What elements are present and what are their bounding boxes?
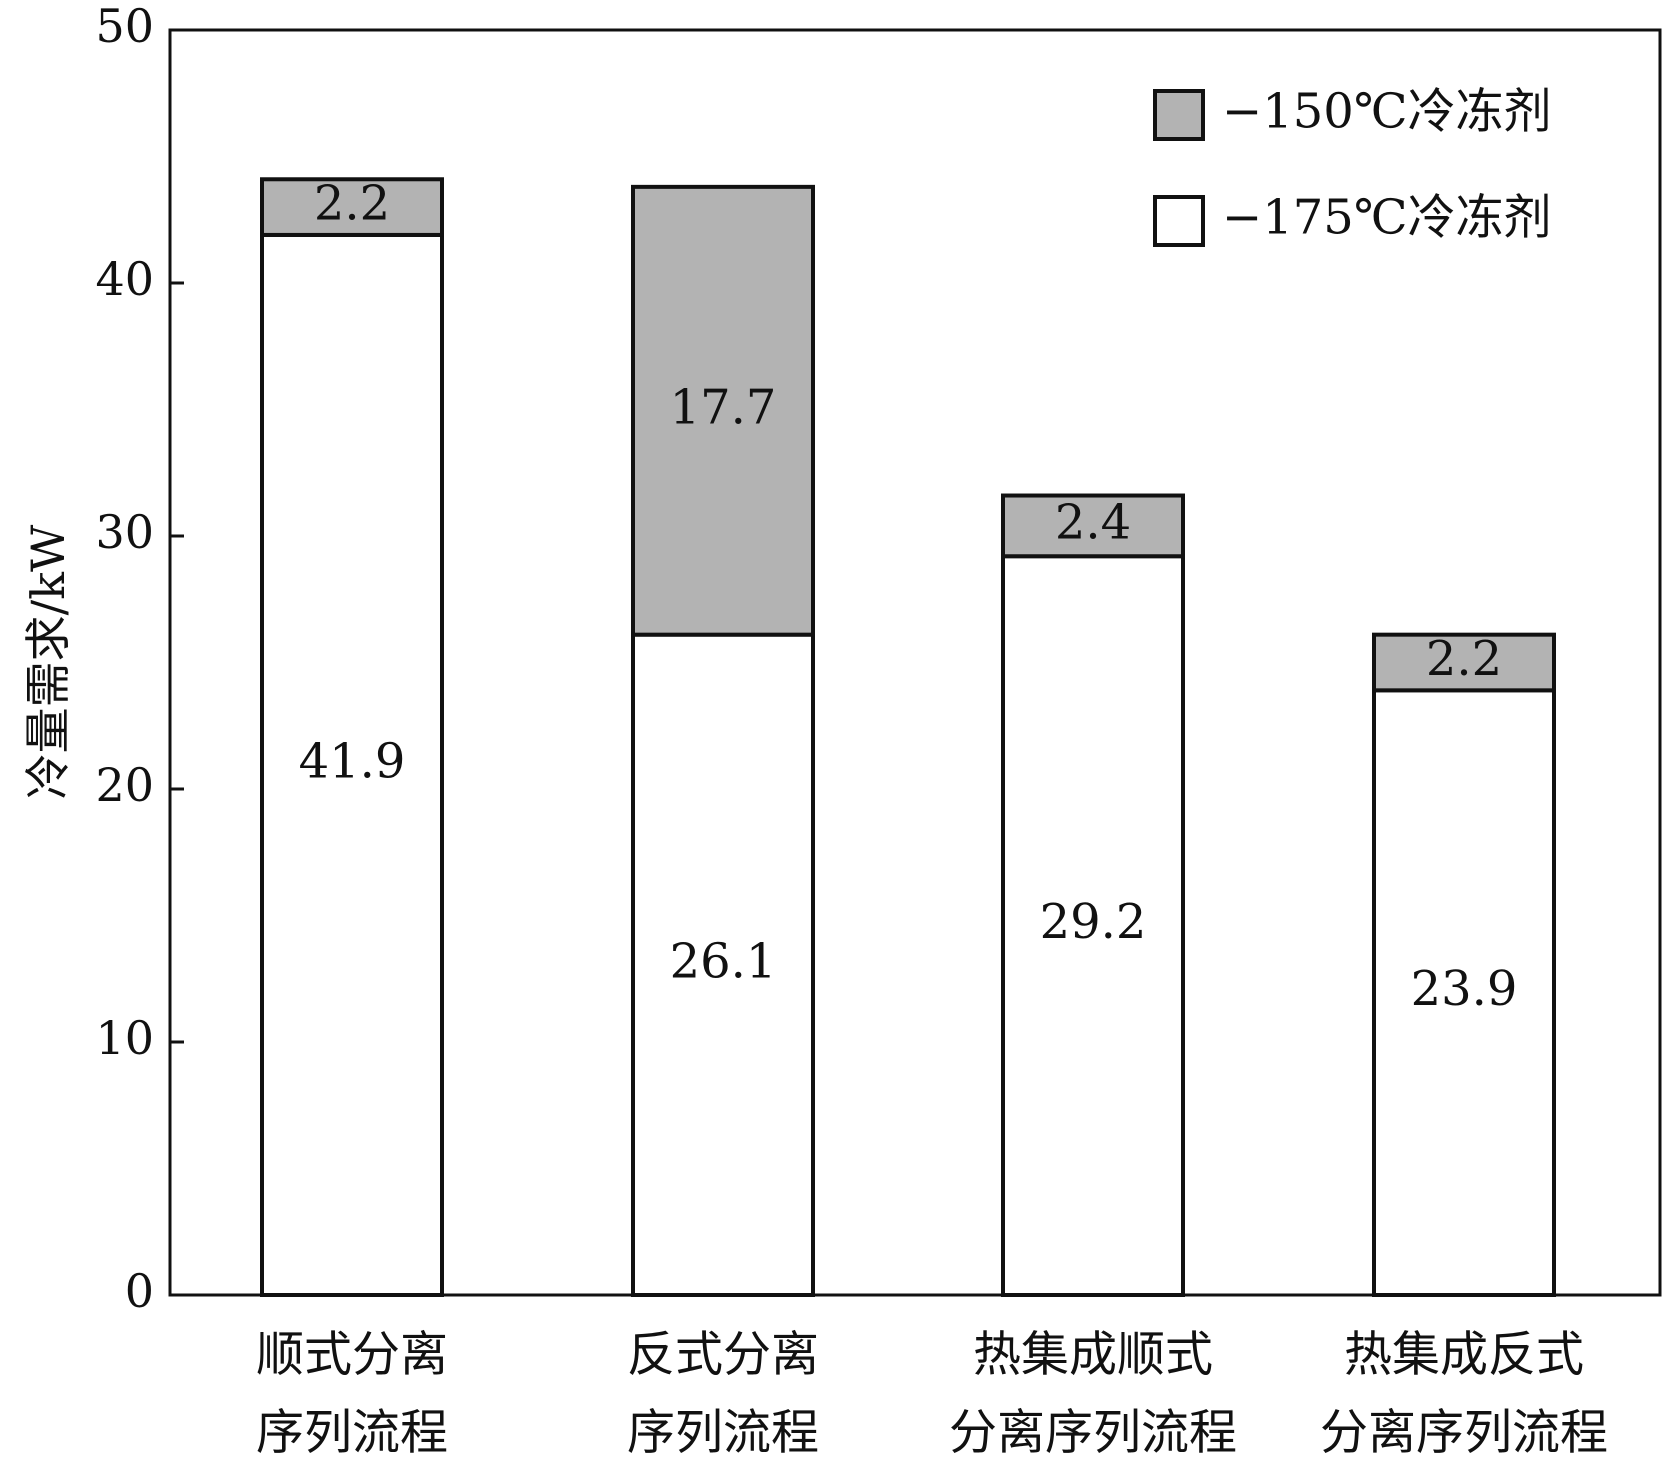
data-label: 23.9 [1411, 961, 1518, 1017]
legend-label: −150℃冷冻剂 [1222, 84, 1552, 140]
y-tick-label: 50 [95, 0, 154, 53]
category-label: 分离序列流程 [1320, 1405, 1608, 1461]
bar-segment [1001, 554, 1185, 1297]
legend-label: −175℃冷冻剂 [1222, 190, 1552, 246]
y-axis-title: 冷量需求/kW [21, 524, 75, 799]
bar-segment [1001, 493, 1185, 559]
bar-segment [260, 232, 444, 1297]
data-label: 26.1 [670, 933, 777, 989]
data-label: 29.2 [1040, 894, 1147, 950]
y-tick-label: 10 [95, 1011, 154, 1065]
data-label: 41.9 [299, 733, 406, 789]
category-label: 热集成顺式 [973, 1327, 1213, 1383]
legend: −150℃冷冻剂 −175℃冷冻剂 [1153, 84, 1552, 247]
bar-segment [260, 177, 444, 237]
y-tick-label: 30 [95, 505, 154, 559]
data-label: 17.7 [670, 379, 777, 435]
category-label: 序列流程 [256, 1405, 448, 1461]
y-tick-label: 0 [125, 1264, 154, 1318]
bar-segment [1372, 632, 1556, 693]
category-label: 热集成反式 [1344, 1327, 1584, 1383]
bars: 41.9 2.2 26.1 17.7 29.2 2.4 23.9 2.2 [260, 176, 1556, 1297]
y-axis-ticks: 0 10 20 30 40 50 [95, 0, 184, 1318]
category-label: 分离序列流程 [949, 1405, 1237, 1461]
category-label: 序列流程 [627, 1405, 819, 1461]
bar-segment [631, 184, 815, 637]
data-label: 2.2 [1426, 631, 1502, 687]
data-label: 2.2 [314, 176, 390, 232]
category-label: 反式分离 [627, 1327, 819, 1383]
category-label: 顺式分离 [256, 1327, 448, 1383]
legend-swatch [1153, 195, 1205, 247]
legend-swatch [1153, 89, 1205, 141]
y-tick-label: 40 [95, 252, 154, 306]
y-tick-label: 20 [95, 758, 154, 812]
data-label: 2.4 [1055, 494, 1131, 550]
bar-segment [1372, 688, 1556, 1297]
plot-frame [168, 28, 1662, 1297]
